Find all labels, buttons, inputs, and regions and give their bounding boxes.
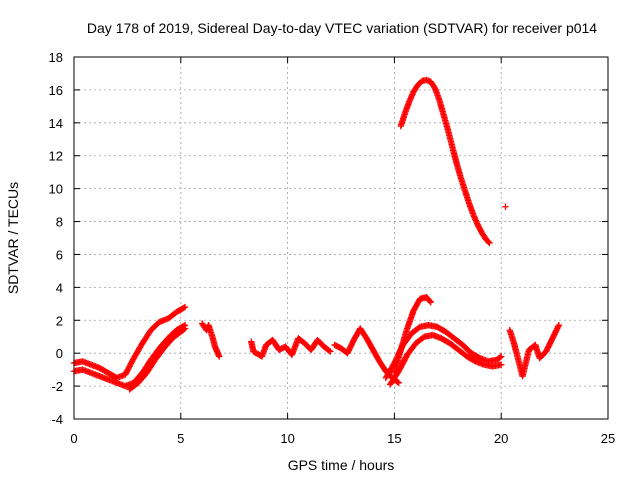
y-tick-label: 10 [49,182,63,197]
data-point [394,378,401,386]
data-point [216,353,223,360]
data-markers [70,76,563,393]
data-point [392,357,399,364]
data-point [393,354,401,361]
x-tick-label: 5 [177,431,184,446]
y-tick-label: 0 [56,346,63,361]
data-point [391,358,399,365]
data-point [427,298,434,306]
chart-title: Day 178 of 2019, Sidereal Day-to-day VTE… [87,20,597,36]
data-point [181,325,189,332]
data-point [485,238,492,246]
data-point [395,379,402,386]
x-tick-labels: 0 5 10 15 20 25 [70,431,615,446]
data-point [502,203,509,210]
data-point [393,355,400,363]
y-tick-label: 4 [56,280,63,295]
data-point [394,352,401,360]
x-tick-label: 25 [601,431,615,446]
y-tick-label: 14 [49,116,63,131]
y-tick-label: 18 [49,50,63,65]
data-point [395,350,403,357]
y-tick-labels: -4 -2 0 2 4 6 8 10 12 14 16 18 [49,50,63,427]
y-tick-label: -2 [51,379,63,394]
data-point [396,348,403,356]
data-point [180,304,188,312]
data-point [326,347,333,354]
x-tick-label: 0 [70,431,77,446]
y-tick-label: 16 [49,83,63,98]
data-point [426,297,434,305]
data-point [398,344,405,351]
y-tick-label: 6 [56,247,63,262]
x-tick-label: 15 [387,431,401,446]
y-tick-label: 8 [56,215,63,230]
y-tick-label: 12 [49,149,63,164]
data-point [181,303,189,311]
y-axis-title: SDTVAR / TECUs [5,182,21,294]
data-point [391,359,398,367]
plot-frame [73,56,609,420]
data-point [498,353,505,360]
y-tick-label: -4 [51,412,63,427]
data-point [327,348,334,355]
data-point [397,347,404,354]
data-point [555,322,563,329]
data-point [397,345,405,353]
data-point [180,326,188,333]
data-point [498,361,505,368]
x-axis-title: GPS time / hours [288,457,395,473]
data-point [395,351,402,358]
x-tick-label: 20 [494,431,508,446]
data-point [486,239,493,247]
y-tick-label: 2 [56,313,63,328]
data-point [496,354,504,361]
axis-ticks [73,56,609,420]
x-tick-label: 10 [280,431,294,446]
